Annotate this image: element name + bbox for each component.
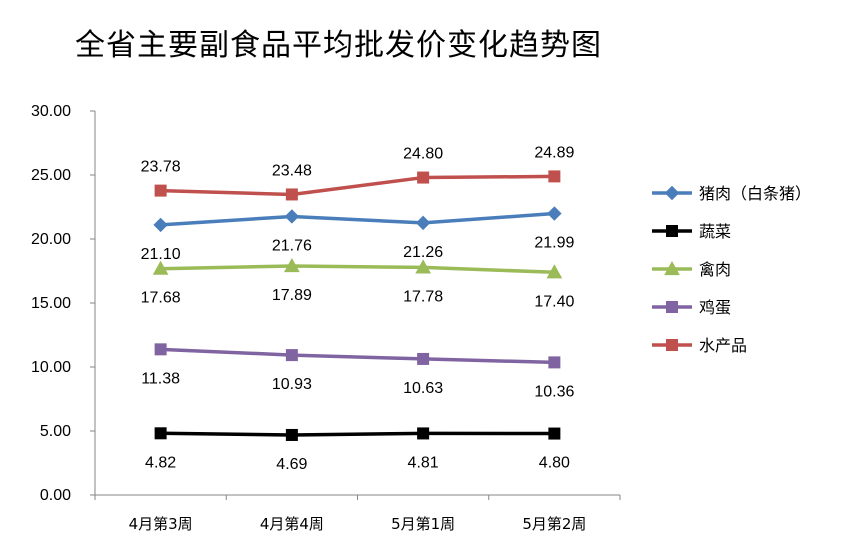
legend-marker xyxy=(666,225,678,237)
data-label: 23.78 xyxy=(141,159,181,176)
data-point xyxy=(152,260,169,275)
data-label: 21.10 xyxy=(141,246,181,263)
legend-marker xyxy=(664,260,680,276)
x-tick-label: 5月第2周 xyxy=(522,515,586,533)
y-tick-label: 25.00 xyxy=(31,167,71,184)
data-label: 24.80 xyxy=(403,146,443,163)
y-tick-label: 10.00 xyxy=(31,359,71,376)
legend-label: 鸡蛋 xyxy=(699,298,731,317)
data-label: 11.38 xyxy=(141,370,180,387)
data-label: 17.40 xyxy=(534,293,574,310)
data-label: 24.89 xyxy=(534,144,574,161)
data-point xyxy=(284,209,300,224)
data-label: 4.82 xyxy=(145,454,176,471)
axes: 0.00 5.00 10.00 15.00 20.00 25.00 30.00 4月第3周 4月… xyxy=(31,103,621,533)
y-tick-label: 30.00 xyxy=(31,103,71,120)
x-tick-label: 5月第1周 xyxy=(391,515,455,533)
data-label: 17.78 xyxy=(403,288,443,305)
y-tick-label: 5.00 xyxy=(40,423,71,440)
data-labels: 21.10 21.76 21.26 21.99 4.82 4.69 4.81 4.80 17.6… xyxy=(141,144,575,473)
y-tick-label: 15.00 xyxy=(31,295,71,312)
series-line xyxy=(160,174,555,197)
data-point xyxy=(548,427,561,440)
series-line xyxy=(160,431,555,437)
data-label: 4.69 xyxy=(276,456,307,473)
data-point xyxy=(285,349,298,362)
data-point xyxy=(548,356,561,369)
data-label: 10.36 xyxy=(534,383,574,400)
data-label: 10.63 xyxy=(403,380,443,397)
data-point xyxy=(154,427,167,440)
data-point xyxy=(417,352,430,365)
data-point xyxy=(285,188,298,201)
x-tick-label: 4月第3周 xyxy=(129,515,193,533)
data-point xyxy=(415,259,431,274)
data-label: 10.93 xyxy=(272,376,312,393)
series-line xyxy=(160,264,555,275)
legend-marker xyxy=(666,301,678,313)
data-label: 4.81 xyxy=(408,454,439,471)
legend-label: 禽肉 xyxy=(699,260,731,279)
y-tick-label: 20.00 xyxy=(31,231,71,248)
data-point xyxy=(548,170,561,183)
data-point xyxy=(284,257,300,273)
data-label: 17.89 xyxy=(272,287,312,304)
legend-label: 蔬菜 xyxy=(699,222,731,241)
legend-label: 水产品 xyxy=(699,336,747,355)
legend-marker xyxy=(666,339,678,351)
y-tick-label: 0.00 xyxy=(40,487,71,504)
legend-marker xyxy=(664,185,680,201)
series-layer xyxy=(152,170,563,441)
x-tick-label: 4月第4周 xyxy=(260,515,324,533)
data-point xyxy=(415,215,431,231)
data-label: 21.76 xyxy=(272,237,312,254)
data-point xyxy=(154,184,167,197)
data-label: 21.99 xyxy=(534,235,574,252)
chart-title: 全省主要副食品平均批发价变化趋势图 xyxy=(75,28,602,63)
data-label: 4.80 xyxy=(539,455,570,472)
data-point xyxy=(417,171,430,184)
data-point xyxy=(154,343,167,356)
data-point xyxy=(547,206,562,221)
data-label: 23.48 xyxy=(272,162,312,179)
data-point xyxy=(285,428,298,441)
legend-label: 猪肉（白条猪） xyxy=(699,184,811,203)
data-point xyxy=(546,264,563,279)
data-label: 17.68 xyxy=(141,290,181,307)
data-point xyxy=(153,217,168,233)
data-label: 21.26 xyxy=(403,244,443,261)
data-point xyxy=(417,427,430,440)
series-line xyxy=(160,211,555,227)
series-line xyxy=(160,347,555,365)
